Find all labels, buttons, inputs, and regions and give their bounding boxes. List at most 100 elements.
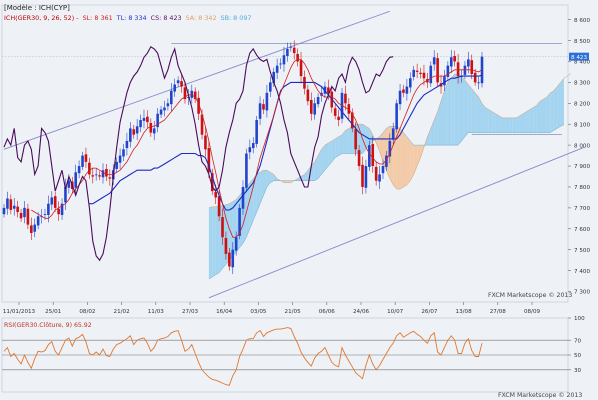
candle-bullish [269,82,272,92]
candle-bullish [156,113,159,128]
candle-bullish [36,216,40,226]
candle-bearish [224,237,228,254]
candle-bearish [361,164,364,187]
cloud-segment-bullish [427,128,431,146]
candle-bullish [142,117,146,121]
candle-bullish [443,76,446,86]
chikou-span-line [3,46,394,262]
candle-bearish [354,129,357,150]
cloud-segment-bullish [536,101,541,133]
cloud-segment-bullish [458,74,462,146]
candle-bullish [395,103,398,130]
cloud-segment-bearish [417,145,421,167]
cloud-segment-bullish [543,97,547,133]
cloud-segment-bullish [434,111,438,146]
cloud-segment-bearish [410,140,414,181]
candle-bearish [327,87,330,93]
candle-bullish [409,78,412,88]
cloud-segment-bullish [550,90,554,133]
cloud-segment-bullish [533,105,537,133]
candle-bearish [98,175,101,177]
candle-bullish [170,90,173,105]
cloud-segment-bullish [253,174,257,221]
watermark-rsi: FXCM Marketscope © 2013 [498,391,582,399]
current-price-tag: 8 423 [569,52,589,61]
x-tick-label: 10/07 [387,309,404,315]
candle-bearish [30,225,33,233]
candle-bearish [306,89,310,102]
cloud-segment-bullish [369,128,373,146]
candle-bullish [60,203,64,215]
candle-bullish [234,237,238,251]
candle-bullish [279,63,282,65]
candle-bearish [53,196,57,208]
cloud-segment-bullish [509,117,513,133]
candle-bullish [118,155,122,163]
candle-bullish [190,90,194,98]
candle-bullish [412,69,416,77]
candle-bullish [64,186,67,203]
indicator-legend: ICH(GER30, 9, 26, 52) - SL: 8 361 TL: 8 33… [4,14,251,22]
y-tick-label: 7 400 [574,269,590,275]
candle-bullish [50,197,54,205]
candle-bearish [214,191,217,198]
candle-bullish [368,145,371,167]
cloud-segment-bullish [526,109,530,133]
cloud-segment-bearish [287,180,291,183]
candle-bearish [105,168,108,177]
candle-bearish [456,62,460,77]
candle-bearish [402,89,405,93]
x-tick-label: 08/09 [524,309,541,315]
cloud-segment-bullish [321,145,325,175]
rsi-tick-label: 50 [574,353,582,359]
candle-bearish [292,47,296,54]
cloud-segment-bullish [338,134,343,156]
candle-bearish [221,217,224,238]
cloud-segment-bullish [557,82,561,129]
candle-bullish [163,107,166,111]
ichimoku-lines [3,46,483,262]
candle-bullish [313,103,316,115]
legend-item: CS: 8 423 [151,14,182,22]
channel-lower-line [208,146,585,299]
cloud-segment-bullish [505,117,510,133]
candle-bearish [333,108,337,116]
candle-bullish [251,143,255,149]
candle-bearish [207,148,211,173]
candle-bullish [245,153,248,188]
cloud-segment-bullish [464,80,469,137]
cloud-segment-bullish [485,107,489,133]
legend-item: TL: 8 334 [116,14,147,22]
senkou-span-a-line [208,73,571,209]
cloud-segment-bullish [430,120,435,146]
candle-bearish [193,91,197,100]
candle-bearish [371,143,375,167]
cloud-segment-bullish [342,130,346,154]
candle-bullish [81,155,84,167]
cloud-segment-bullish [478,97,482,133]
x-tick-label: 11/01/2013 [3,309,36,315]
x-tick-label: 24/06 [353,309,370,315]
cloud-segment-bearish [396,126,401,190]
cloud-segment-bullish [331,138,336,162]
price-tag-box [569,52,589,61]
candle-bullish [40,216,43,218]
x-tick-label: 13/08 [456,309,473,315]
channel-upper-line [3,10,390,150]
candle-bullish [248,147,252,153]
rsi-line [3,327,483,386]
cloud-segment-bullish [270,172,274,183]
candle-bullish [463,65,467,75]
candle-bearish [91,175,95,177]
candle-bullish [125,140,129,149]
cloud-segment-bullish [454,74,459,146]
candle-bullish [289,46,293,48]
cloud-segment-bullish [502,117,506,133]
candle-bearish [26,208,30,225]
trend-channel [3,10,585,299]
candle-bullish [47,203,50,215]
candle-bullish [67,180,71,188]
candle-bullish [139,120,142,128]
candle-bearish [357,150,361,167]
cloud-segment-bearish [406,136,411,185]
